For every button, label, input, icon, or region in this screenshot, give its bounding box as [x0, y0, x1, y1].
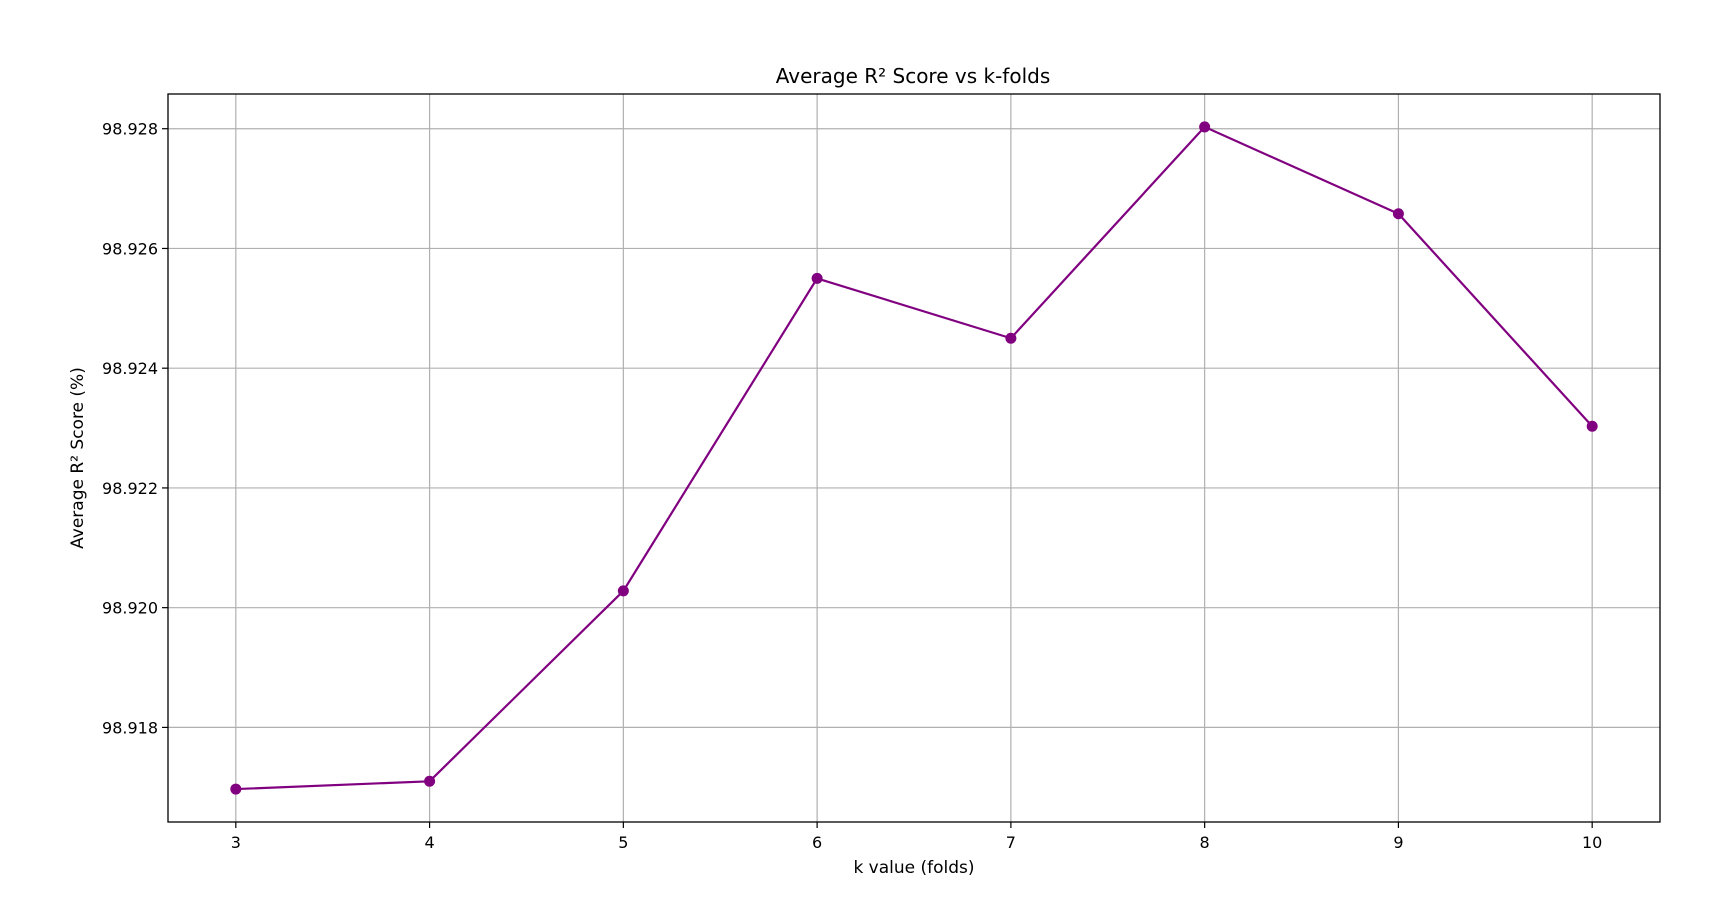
x-axis-ticks: 3 4 5 6 7 8 9 10: [231, 822, 1602, 852]
y-tick-label: 98.918: [102, 718, 158, 737]
data-point: [424, 775, 436, 787]
y-tick-label: 98.920: [102, 599, 158, 618]
plot-frame: [167, 93, 1661, 823]
x-tick-label: 6: [812, 833, 822, 852]
grid-lines: [168, 94, 1660, 822]
data-point: [1586, 420, 1598, 432]
series-line: [235, 125, 1593, 791]
x-tick-label: 10: [1582, 833, 1602, 852]
x-tick-label: 5: [618, 833, 628, 852]
x-tick-label: 9: [1393, 833, 1403, 852]
data-point: [1199, 121, 1211, 133]
data-point: [1005, 332, 1017, 344]
y-axis-label: Average R² Score (%): [68, 367, 88, 549]
series-layer: [230, 121, 1598, 795]
data-point: [617, 585, 629, 597]
y-tick-label: 98.926: [102, 239, 158, 258]
y-tick-label: 98.928: [102, 120, 158, 139]
data-point: [1392, 208, 1404, 220]
y-tick-label: 98.924: [102, 359, 158, 378]
y-axis-ticks: 98.918 98.920 98.922 98.924 98.926 98.928: [102, 120, 168, 737]
x-axis-label: k value (folds): [853, 858, 974, 878]
data-point: [230, 783, 242, 795]
x-tick-label: 4: [424, 833, 434, 852]
y-tick-label: 98.922: [102, 479, 158, 498]
chart-title: Average R² Score vs k-folds: [776, 64, 1051, 88]
x-tick-label: 7: [1006, 833, 1016, 852]
x-tick-label: 3: [231, 833, 241, 852]
data-point: [811, 272, 823, 284]
x-tick-label: 8: [1200, 833, 1210, 852]
